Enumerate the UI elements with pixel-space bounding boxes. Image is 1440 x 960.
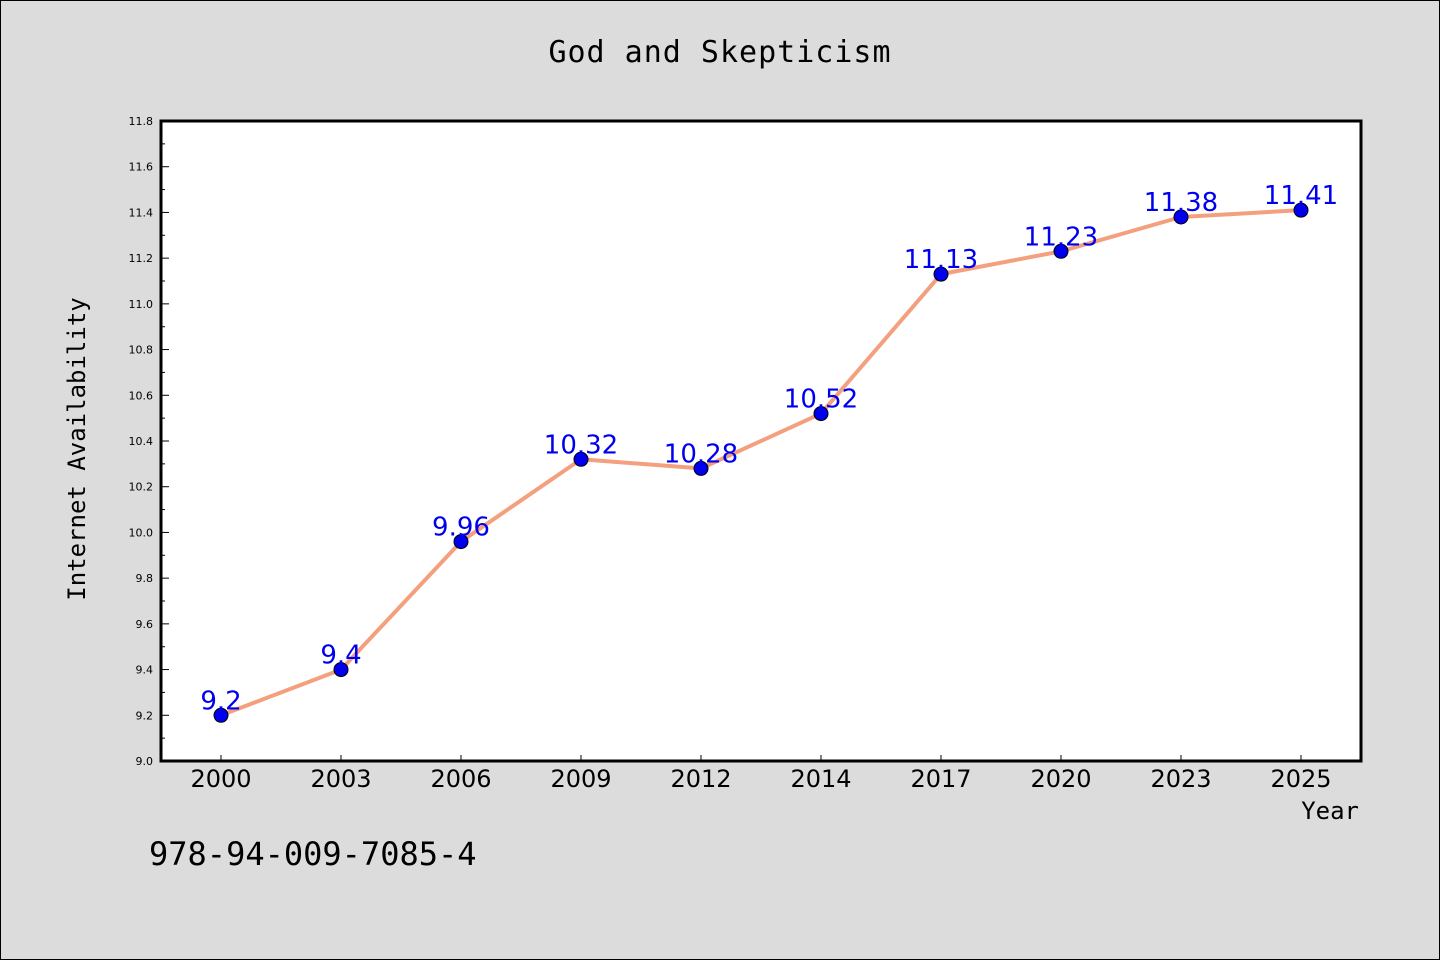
x-tick-label: 2020 [1030,765,1091,793]
x-tick-label: 2012 [670,765,731,793]
chart-title: God and Skepticism [548,35,892,70]
data-label: 9.96 [432,513,490,543]
y-tick-label: 11.0 [129,298,154,311]
y-tick-label: 11.8 [129,115,154,128]
y-tick-label: 10.6 [129,389,154,402]
y-tick-label: 9.2 [136,709,154,722]
data-point [213,707,229,723]
footer-code: 978-94-009-7085-4 [149,835,477,873]
data-label: 11.23 [1024,222,1098,252]
y-tick-label: 10.0 [129,526,154,539]
y-tick-label: 9.4 [136,664,154,677]
x-tick-label: 2023 [1150,765,1211,793]
series-line [219,208,1303,718]
x-tick-label: 2000 [190,765,251,793]
y-tick-label: 9.0 [136,755,154,768]
y-tick-label: 11.6 [129,161,154,174]
data-point [813,406,829,422]
y-tick-label: 10.2 [129,481,154,494]
data-label: 11.41 [1264,181,1338,211]
y-tick-label: 10.8 [129,344,154,357]
x-tick-label: 2003 [310,765,371,793]
x-tick-label: 2006 [430,765,491,793]
x-tick-label: 2009 [550,765,611,793]
y-tick-label: 11.2 [129,252,154,265]
data-point [1293,202,1309,218]
plot-frame [159,119,1363,763]
data-point [933,266,949,282]
data-point [1053,243,1069,259]
x-tick-label: 2017 [910,765,971,793]
y-tick-label: 10.4 [129,435,154,448]
data-label: 11.13 [904,245,978,275]
y-tick-label: 9.8 [136,572,154,585]
x-tick-label: 2025 [1270,765,1331,793]
x-tick-label: 2014 [790,765,851,793]
data-point [453,534,469,550]
data-label: 9.2 [200,686,241,716]
y-tick-label: 11.4 [129,206,154,219]
data-label: 10.32 [544,430,618,460]
data-point [573,451,589,467]
data-point [693,460,709,476]
data-label: 10.28 [664,439,738,469]
data-label: 11.38 [1144,188,1218,218]
y-tick-label: 9.6 [136,618,154,631]
data-label: 9.4 [320,641,361,671]
x-axis-label: Year [1301,797,1359,825]
data-label: 10.52 [784,385,858,415]
data-point [333,662,349,678]
data-point [1173,209,1189,225]
